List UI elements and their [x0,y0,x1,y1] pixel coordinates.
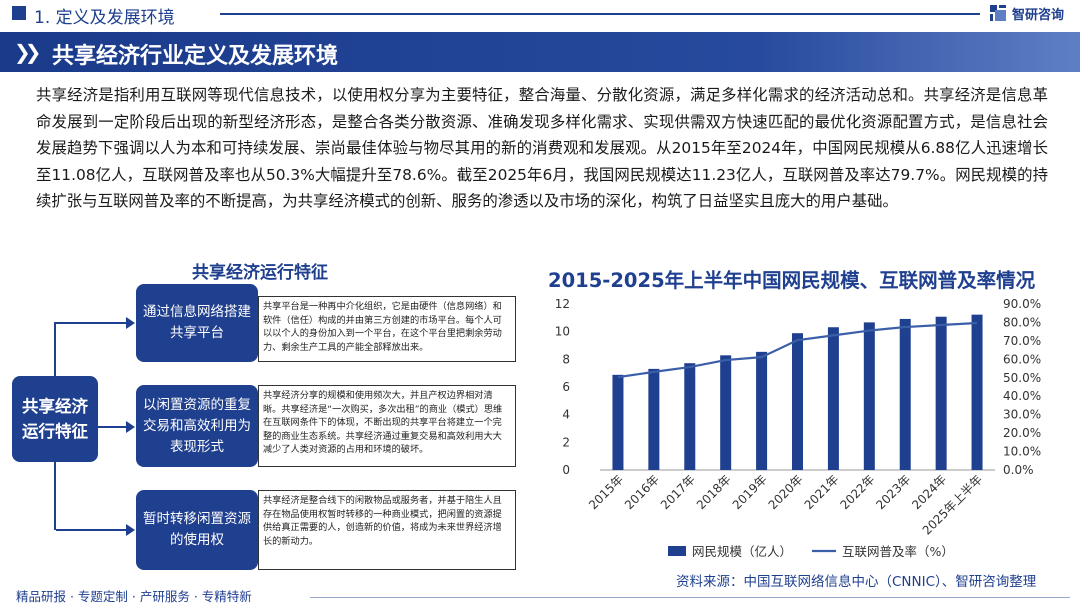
section-title: 1. 定义及发展环境 [34,8,175,28]
y-right-tick-label: 40.0% [1003,389,1041,403]
bar-2025年上半年 [971,314,983,470]
footer-divider [310,597,1070,598]
bar-2024年 [935,316,947,470]
y-left-tick-label: 10 [555,325,570,339]
connector-1 [56,322,128,324]
penetration-rate-line [617,321,978,379]
bar-2018年 [720,355,732,470]
x-tick-label: 2017年 [658,472,698,512]
page-title: 共享经济行业定义及发展环境 [52,44,339,69]
feature-desc-3: 共享经济是整合线下的闲散物品或服务者，并基于陪生人且存在物品使用权暂时转移的一种… [258,490,516,570]
feature-box-3: 暂时转移闲置资源的使用权 [136,490,258,570]
chart-canvas: 0 2 4 6 8 10 12 0.0% 10.0% 20.0% 30.0% 40.0% 50.0% 6… [555,297,1041,559]
legend-bar-label: 网民规模（亿人） [692,544,792,559]
legend-bar-swatch [668,546,686,556]
source-note: 资料来源：中国互联网络信息中心（CNNIC）、智研咨询整理 [676,574,1037,590]
legend-line-label: 互联网普及率（%） [842,544,954,559]
y-left-tick-label: 0 [562,463,570,477]
bar-2020年 [792,333,803,470]
x-tick-label: 2022年 [837,472,877,512]
y-right-tick-label: 50.0% [1003,371,1041,385]
y-right-tick-label: 80.0% [1003,315,1041,329]
x-tick-label: 2018年 [694,472,734,512]
double-chevron-icon: ❯❯ [14,40,41,64]
brand-name: 智研咨询 [1012,8,1065,23]
bar-2021年 [827,327,839,470]
bar-2023年 [899,318,911,470]
diagram-title: 共享经济运行特征 [192,263,328,283]
brand-logo-icon [990,4,1008,23]
top-header: 1. 定义及发展环境 智研咨询 [0,0,1080,30]
intro-paragraph: 共享经济是指利用互联网等现代信息技术，以使用权分享为主要特征，整合海量、分散化资… [36,86,1048,210]
y-left-tick-label: 2 [562,435,570,449]
feature-box-1: 通过信息网络搭建共享平台 [136,284,258,362]
y-left-tick-label: 6 [562,380,570,394]
bar-2022年 [863,322,875,470]
brand-logo: 智研咨询 [990,4,1064,23]
feature-desc-1: 共享平台是一种再中介化组织，它是由硬件（信息网络）和软件（信任）构成的并由第三方… [258,296,516,362]
y-left-tick-label: 12 [555,297,570,311]
bar-2017年 [684,363,696,470]
x-tick-label: 2019年 [730,472,770,512]
chart-title: 2015-2025年上半年中国网民规模、互联网普及率情况 [548,269,1036,292]
center-node: 共享经济运行特征 [12,376,98,462]
bar-2015年 [612,374,624,470]
x-tick-label: 2023年 [873,472,913,512]
y-left-tick-label: 4 [562,408,570,422]
bar-2016年 [648,368,660,470]
y-right-tick-label: 90.0% [1003,297,1041,311]
arrow-right-icon [126,524,135,536]
page-banner: ❯❯ 共享经济行业定义及发展环境 [0,32,1080,72]
feature-desc-2: 共享经济分享的规模和使用频次大，并且产权边界相对清晰。共享经济是“一次购买，多次… [258,385,516,467]
connector-3 [56,529,128,531]
feature-box-2: 以闲置资源的重复交易和高效利用为表现形式 [136,385,258,467]
y-right-tick-label: 0.0% [1003,463,1034,477]
bar-2019年 [756,351,768,470]
x-tick-label: 2015年 [586,472,626,512]
arrow-right-icon [126,421,135,433]
y-left-tick-label: 8 [562,352,570,366]
x-tick-label: 2021年 [802,472,842,512]
y-right-tick-label: 20.0% [1003,426,1041,440]
y-right-tick-label: 10.0% [1003,445,1041,459]
header-divider [220,13,980,15]
x-tick-label: 2020年 [766,472,806,512]
section-marker-icon [12,6,26,20]
y-right-tick-label: 70.0% [1003,334,1041,348]
arrow-right-icon [126,317,135,329]
y-right-tick-label: 30.0% [1003,408,1041,422]
footer-tagline: 精品研报 · 专题定制 · 产研服务 · 专精特新 [16,589,252,604]
x-tick-label: 2016年 [622,472,662,512]
y-right-tick-label: 60.0% [1003,352,1041,366]
